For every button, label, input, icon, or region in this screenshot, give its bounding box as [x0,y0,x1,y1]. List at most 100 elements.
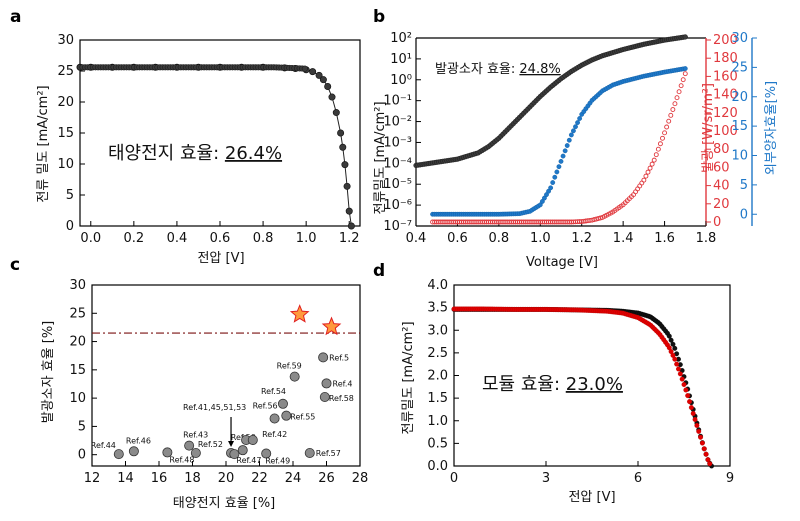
panel-d-red-point [707,461,713,467]
panel-c-x-tick-label: 18 [184,471,201,486]
panel-b-eqe-point [560,153,566,159]
panel-b: b 전류밀도 [mA/cm²] 발광 [W/sr/m²] 외부양자효율[%] V… [373,7,779,270]
panel-a-data-point [343,182,351,190]
panel-d-red-point [672,356,678,362]
panel-d-red-point [677,371,683,377]
panel-b-left-tick-label: 10⁻³ [383,135,412,150]
panel-b-eqe-point [682,66,688,71]
panel-b-luminance-point [674,95,680,101]
panel-a-y-tick-label: 30 [57,33,74,48]
panel-b-x-tick-label: 0.4 [406,231,427,246]
panel-b-luminance-point [664,124,670,130]
panel-a-data-point [339,143,347,151]
panel-b-right2-tick-label: 15 [731,119,748,134]
panel-a-x-tick-label: 1.2 [339,231,360,246]
panel-c: c 발광소자 효율 [%] 태양전지 효율 [%] 12 14 16 18 20 22 24… [10,255,368,511]
panel-a-data-point [337,129,345,137]
panel-d-y-tick-label: 3.5 [427,301,448,316]
panel-b-x-tick-label: 1.4 [613,231,634,246]
panel-a-data-point [328,93,336,101]
panel-c-ref-label: Ref.44 [91,441,116,450]
panel-c-y-tick-label: 0 [78,448,86,463]
panel-d-red-point [676,366,681,372]
panel-b-eqe-point [571,128,576,134]
panel-letter-c: c [10,255,20,275]
panel-b-luminance-point [651,157,657,163]
panel-a-data-point [347,222,355,230]
panel-c-star-marker [289,304,310,323]
panel-c-data-point [281,410,292,421]
panel-d-x-tick-label: 3 [542,471,550,486]
panel-b-eqe-point [566,137,572,143]
panel-b-luminance-point [666,118,672,124]
panel-c-ref-label: Ref.57 [316,449,341,458]
panel-b-current-point [682,34,688,40]
panel-d-annotation-value: 23.0% [566,374,623,395]
panel-d-black-point [672,345,678,351]
panel-b-x-tick-label: 1.8 [696,231,717,246]
panel-b-eqe-point [556,164,562,170]
panel-d-black-point [668,337,674,343]
panel-a-x-tick-label: 1.0 [296,231,317,246]
panel-c-data-point [319,391,330,402]
panel-a-data-point [319,76,327,84]
panel-c-ref-label: Ref.54 [261,387,286,396]
panel-b-luminance-point [649,161,655,167]
panel-a-x-tick-label: 0.2 [124,231,145,246]
panel-c-data-point [162,447,173,458]
panel-c-x-tick-label: 26 [318,471,335,486]
panel-d-y-tick-label: 0.0 [427,459,448,474]
panel-b-left-tick-label: 10⁻⁴ [383,156,412,171]
panel-c-x-tick-label: 12 [84,471,101,486]
panel-b-right1-tick-label: 40 [713,179,730,194]
panel-b-right2-tick-label: 20 [731,90,748,105]
panel-b-right2-tick-label: 0 [740,207,748,222]
panel-b-luminance-point [678,83,684,89]
panel-a-annotation-prefix: 태양전지 효율: [108,143,225,164]
panel-b-x-axis-title: Voltage [V] [526,255,598,270]
panel-b-luminance-point [682,71,688,77]
panel-a-y-tick-label: 0 [66,219,74,234]
panel-b-x-tick-label: 1.0 [530,231,551,246]
panel-b-luminance-point [672,101,678,107]
panel-b-x-tick-label: 1.2 [571,231,592,246]
panel-d-red-point [687,399,692,405]
panel-c-y-tick-label: 15 [69,363,86,378]
panel-d-red-point [683,387,689,393]
panel-b-annotation-value: 24.8% [519,62,560,77]
panel-c-x-tick-label: 22 [251,471,268,486]
panel-a-x-tick-label: 0.0 [80,231,101,246]
panel-a-x-tick-label: 0.4 [167,231,188,246]
panel-b-eqe-point [577,116,583,121]
panel-c-data-point [321,378,332,389]
panel-d-red-point [685,393,691,399]
panel-b-left-tick-label: 10⁻² [383,115,412,130]
panel-a-data-point [315,71,323,79]
panel-c-data-point [128,446,139,457]
panel-b-left-tick-label: 10⁻¹ [383,94,412,109]
panel-b-luminance-point [657,141,663,147]
panel-c-x-tick-label: 14 [117,471,134,486]
panel-b-luminance-point [647,165,653,171]
panel-c-ref-label: Ref.56 [253,401,278,410]
panel-b-right1-tick-label: 180 [713,51,738,66]
panel-c-data-point [184,440,195,451]
panel-d-x-tick-label: 6 [634,471,642,486]
panel-c-x-tick-label: 16 [151,471,168,486]
panel-d-y-tick-label: 1.0 [427,414,448,429]
panel-c-data-point [190,447,201,458]
panel-d-annotation-prefix: 모듈 효율: [482,374,566,395]
panel-d-red-point [679,376,685,382]
panel-b-luminance-point [668,112,674,118]
panel-b-annotation-prefix: 발광소자 효율: [435,62,519,77]
panel-d-x-tick-label: 9 [726,471,734,486]
panel-c-ref-label: Ref.5 [329,353,349,362]
panel-c-ref-label: Ref.59 [277,362,302,371]
panel-b-right1-tick-label: 20 [713,197,730,212]
panel-c-data-point [269,413,280,424]
panel-b-luminance-point [676,89,682,95]
panel-b-left-tick-label: 10² [390,31,412,46]
panel-a-data-point [301,65,308,72]
panel-d-red-point [696,428,702,434]
panel-b-right2-tick-label: 10 [731,149,748,164]
